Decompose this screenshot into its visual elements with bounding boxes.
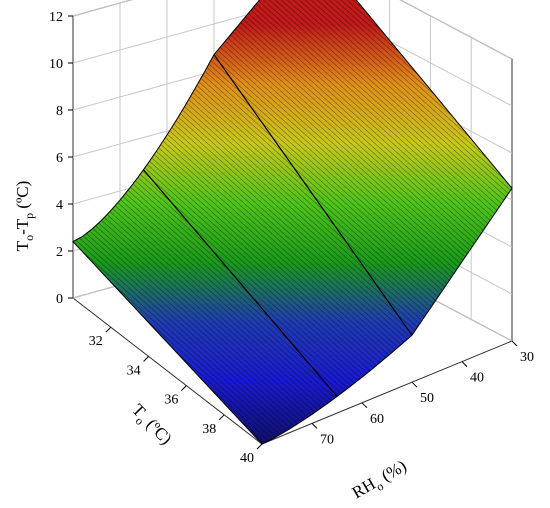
rh-tick-label: 30 bbox=[520, 350, 534, 365]
z-tick-label: 6 bbox=[56, 151, 63, 166]
to-tick bbox=[256, 443, 263, 450]
to-tick bbox=[105, 326, 112, 333]
rh-tick-label: 70 bbox=[320, 432, 334, 447]
grid-line-z bbox=[72, 0, 513, 107]
axis-ticks: 0 2 4 6 8 10 12 32 34 36 38 40 70 60 50 40 30 bbox=[49, 10, 534, 466]
to-tick-label: 36 bbox=[164, 393, 178, 408]
to-tick-label: 40 bbox=[240, 451, 254, 466]
rh-tick-label: 40 bbox=[470, 371, 484, 386]
z-tick-label: 10 bbox=[49, 57, 63, 72]
to-tick-label: 34 bbox=[127, 363, 141, 378]
rh-tick-label: 60 bbox=[370, 412, 384, 427]
z-tick-label: 8 bbox=[56, 104, 63, 119]
rh-tick bbox=[461, 361, 468, 367]
to-axis-title: To (ºC) bbox=[125, 400, 175, 451]
grid-line-z bbox=[72, 0, 513, 60]
to-tick bbox=[218, 414, 225, 421]
to-tick-label: 32 bbox=[89, 334, 103, 349]
surface-contour bbox=[213, 54, 413, 336]
z-tick-label: 0 bbox=[56, 292, 63, 307]
z-tick-label: 12 bbox=[49, 10, 63, 25]
rh-tick bbox=[411, 381, 418, 388]
rh-tick bbox=[511, 340, 518, 347]
to-tick bbox=[143, 356, 149, 362]
surface bbox=[72, 0, 513, 445]
z-tick-label: 4 bbox=[56, 198, 63, 213]
to-tick bbox=[181, 385, 187, 391]
rh-axis-title: RHo (%) bbox=[349, 456, 412, 506]
surface-contour bbox=[143, 169, 338, 397]
rh-tick bbox=[311, 423, 318, 429]
z-axis-title: To-Tp (ºC) bbox=[13, 181, 36, 252]
to-tick-label: 38 bbox=[202, 422, 216, 437]
rh-tick bbox=[361, 402, 368, 409]
rh-tick-label: 50 bbox=[420, 391, 434, 406]
z-tick-label: 2 bbox=[56, 245, 63, 260]
surface-mesh bbox=[73, 0, 512, 444]
